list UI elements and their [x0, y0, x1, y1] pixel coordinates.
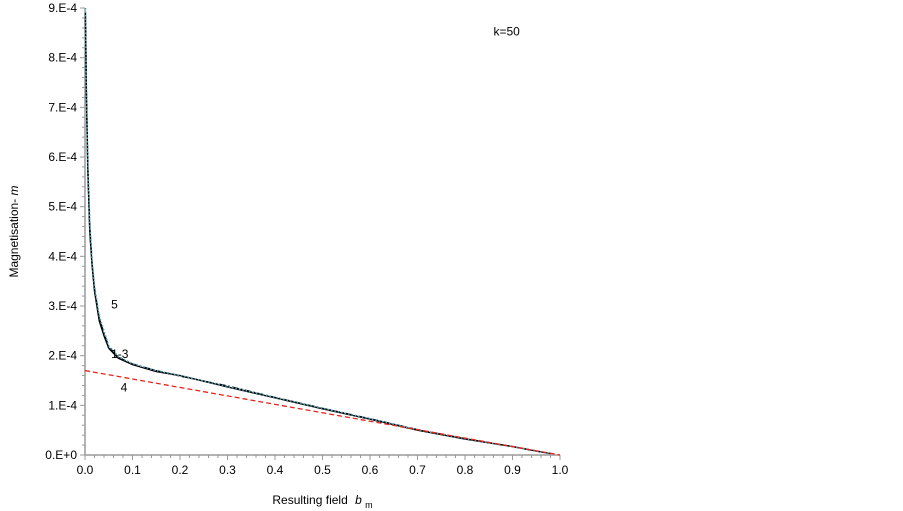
annotations-group: k=50 5 1-3 4: [111, 24, 520, 394]
series-group: [85, 8, 560, 455]
y-tick-label: 5.E-4: [48, 200, 77, 214]
x-tick-label: 0.1: [124, 463, 141, 477]
y-tick-label: 3.E-4: [48, 299, 77, 313]
x-tick-label: 1.0: [552, 463, 569, 477]
y-axis-title-symbol: m: [7, 185, 21, 195]
y-tick-label: 9.E-4: [48, 1, 77, 15]
annotation-label: 5: [111, 297, 118, 311]
y-tick-label: 0.E+0: [45, 448, 77, 462]
y-axis-title-text: Magnetisation-: [7, 199, 21, 278]
annotation-label: k=50: [494, 24, 521, 38]
y-axis-title: Magnetisation- m: [7, 185, 21, 277]
y-tick-label: 6.E-4: [48, 150, 77, 164]
y-tick-label: 1.E-4: [48, 398, 77, 412]
series-line-1: [85, 18, 550, 454]
x-axis-title-symbol: b: [355, 493, 362, 507]
x-tick-label: 0.6: [362, 463, 379, 477]
series-line-4: [85, 371, 560, 455]
x-tick-label: 0.2: [172, 463, 189, 477]
annotation-label: 4: [121, 380, 128, 394]
x-tick-label: 0.0: [77, 463, 94, 477]
x-tick-label: 0.8: [457, 463, 474, 477]
y-tick-label: 7.E-4: [48, 100, 77, 114]
series-line-2: [85, 13, 550, 454]
y-tick-label: 2.E-4: [48, 349, 77, 363]
x-axis-title-subscript: m: [365, 500, 373, 510]
x-tick-label: 0.7: [409, 463, 426, 477]
x-axis-title-text: Resulting field: [272, 493, 347, 507]
y-tick-label: 4.E-4: [48, 249, 77, 263]
y-tick-label: 8.E-4: [48, 51, 77, 65]
x-axis-title: Resulting field b m: [272, 493, 372, 510]
x-tick-label: 0.5: [314, 463, 331, 477]
series-line-3: [85, 8, 550, 454]
x-tick-label: 0.9: [504, 463, 521, 477]
x-tick-label: 0.4: [267, 463, 284, 477]
annotation-label: 1-3: [111, 347, 129, 361]
axes-group: [85, 8, 560, 455]
x-tick-label: 0.3: [219, 463, 236, 477]
